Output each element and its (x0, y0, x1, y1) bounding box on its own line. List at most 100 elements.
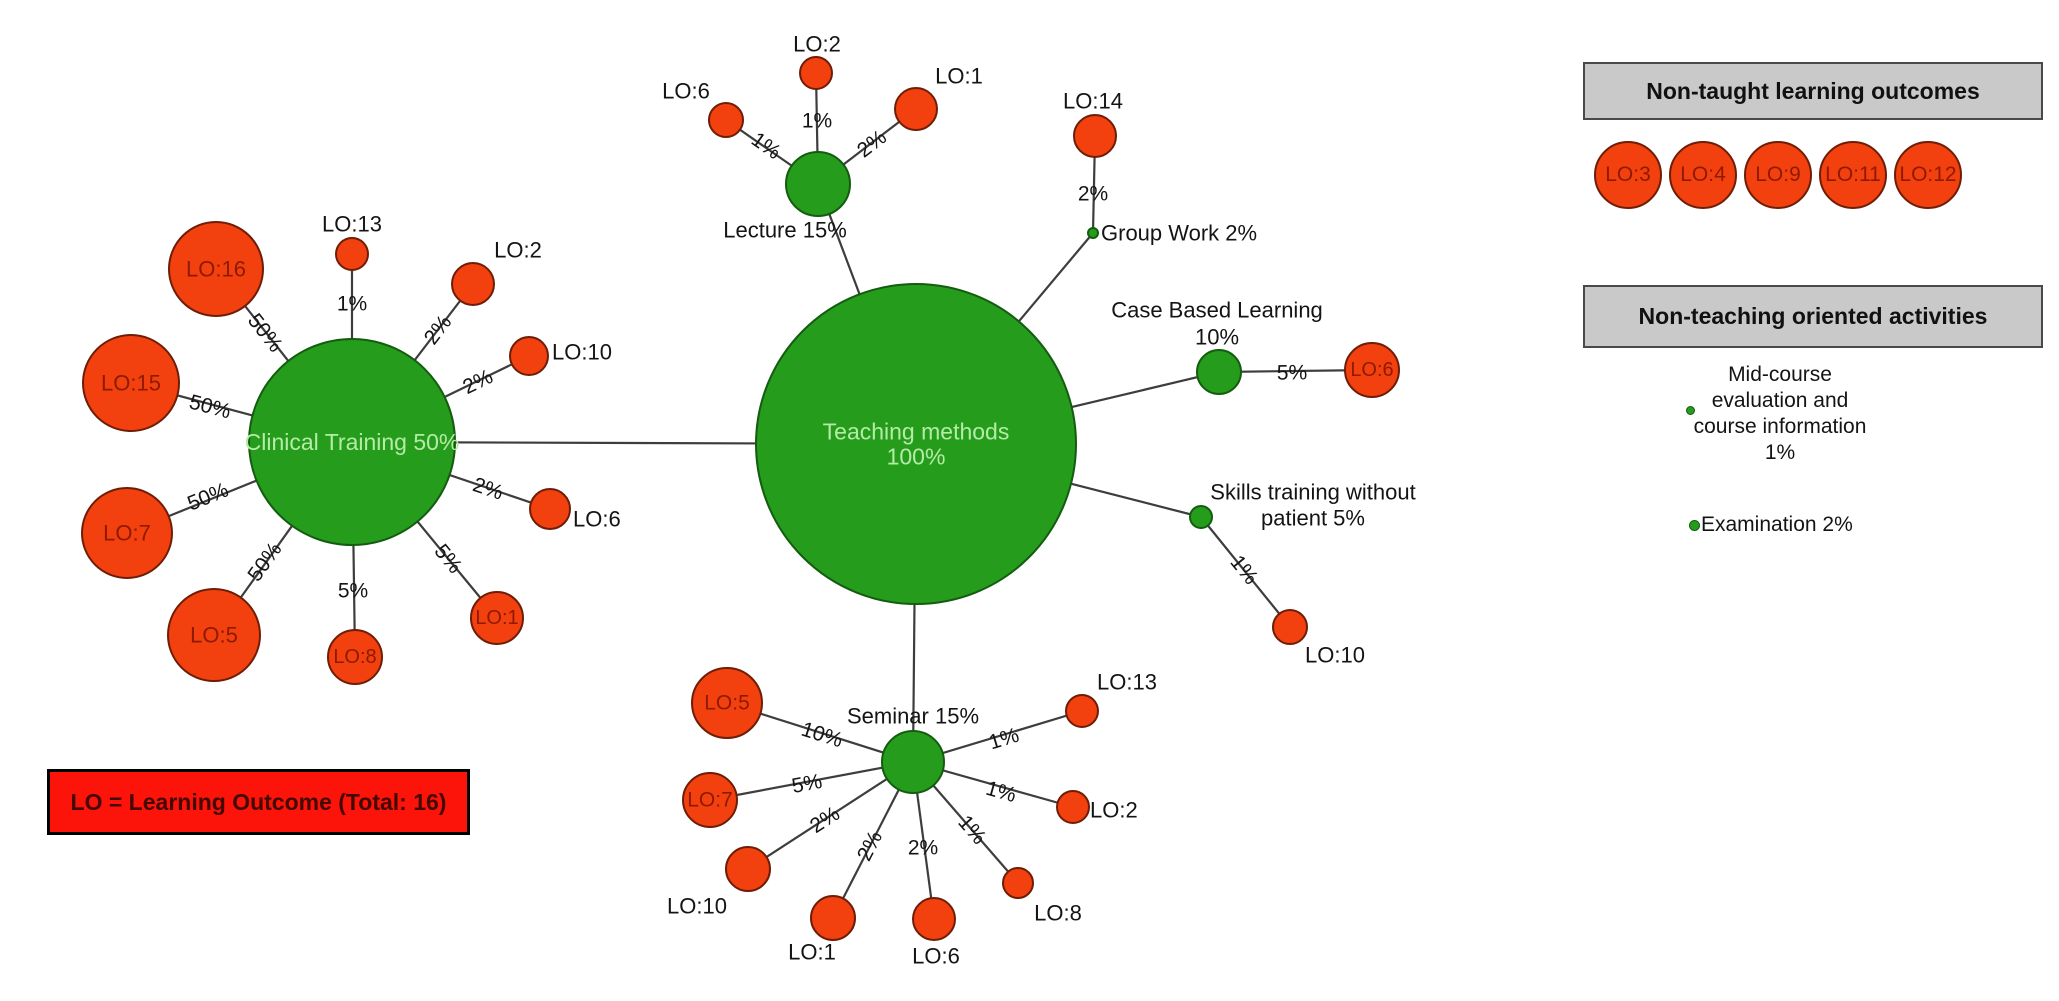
midcourse-line: 1% (1764, 441, 1796, 464)
label-se7: LO:7 (687, 789, 733, 812)
label-se2: LO:2 (1090, 798, 1138, 823)
node-groupwork (1087, 227, 1099, 239)
pct-clinical-c2: 2% (420, 311, 457, 349)
legend-lo-circle: LO:12 (1894, 141, 1962, 209)
pct-clinical-c10: 2% (459, 365, 496, 399)
label-cbl: Case Based Learning (1111, 298, 1323, 323)
pct-seminar-se8: 1% (953, 811, 990, 849)
pct-lecture-l2: 1% (802, 110, 832, 133)
node-c8 (327, 629, 383, 685)
node-skills (1189, 505, 1213, 529)
label-teaching: Teaching methods (823, 419, 1010, 445)
label-se5: LO:5 (704, 692, 750, 715)
pct-clinical-c13: 1% (337, 293, 367, 316)
node-c7 (81, 487, 173, 579)
non-teaching-header: Non-teaching oriented activities (1583, 285, 2043, 348)
label-c15: LO:15 (101, 371, 161, 396)
legend-lo-circle: LO:9 (1744, 141, 1812, 209)
non-taught-circle-row: LO:3 LO:4 LO:9 LO:11 LO:12 (1594, 141, 1962, 209)
node-l2 (799, 56, 833, 90)
pct-lecture-l6: 1% (747, 128, 785, 164)
label-se1: LO:1 (788, 940, 836, 965)
node-lecture (785, 151, 851, 217)
label-seminar: Seminar 15% (847, 704, 979, 729)
label-skills: Skills training without (1210, 480, 1415, 505)
label-c2: LO:2 (494, 238, 542, 263)
label-groupwork: Group Work 2% (1101, 221, 1257, 246)
node-c5 (167, 588, 261, 682)
label-cbl: 10% (1195, 325, 1239, 350)
label-s10: LO:10 (1305, 643, 1365, 668)
node-cbl (1196, 349, 1242, 395)
label-c5: LO:5 (190, 623, 238, 648)
label-l2: LO:2 (793, 32, 841, 57)
node-c6 (529, 488, 571, 530)
pct-seminar-se2: 1% (983, 777, 1018, 807)
label-c1: LO:1 (475, 607, 518, 629)
node-c1 (470, 591, 524, 645)
node-se13 (1065, 694, 1099, 728)
node-c13 (335, 237, 369, 271)
edge-skills-s10 (1200, 516, 1291, 628)
pct-groupwork-g14: 2% (1078, 183, 1108, 206)
edge-seminar-se7 (709, 760, 914, 802)
non-taught-header: Non-taught learning outcomes (1583, 62, 2043, 120)
node-se5 (691, 667, 763, 739)
node-l1 (894, 87, 938, 131)
pct-seminar-se7: 5% (790, 770, 824, 798)
node-se10 (725, 846, 771, 892)
node-c16 (168, 221, 264, 317)
examination-dot-icon (1689, 519, 1700, 531)
node-teaching (755, 283, 1077, 605)
pct-clinical-c8: 5% (338, 580, 368, 603)
label-c13: LO:13 (322, 212, 382, 237)
label-se13: LO:13 (1097, 670, 1157, 695)
label-c6: LO:6 (573, 507, 621, 532)
midcourse-line: evaluation and (1711, 389, 1849, 412)
label-se6: LO:6 (912, 944, 960, 969)
label-cb6: LO:6 (1350, 359, 1393, 381)
edge-seminar-se10 (747, 761, 914, 870)
pct-seminar-se6: 2% (908, 837, 938, 860)
legend-lo-circle: LO:3 (1594, 141, 1662, 209)
pct-seminar-se1: 2% (853, 827, 887, 865)
node-c10 (509, 336, 549, 376)
midcourse-dot-icon (1686, 406, 1695, 415)
node-se7 (682, 772, 738, 828)
node-se2 (1056, 790, 1090, 824)
pct-seminar-se10: 2% (806, 802, 844, 838)
pct-cbl-cb6: 5% (1277, 361, 1308, 384)
pct-clinical-c5: 50% (243, 538, 286, 586)
label-se10: LO:10 (667, 894, 727, 919)
label-skills: patient 5% (1261, 506, 1365, 531)
pct-seminar-se5: 10% (798, 718, 845, 753)
midcourse-label: Mid-course evaluation and course informa… (1655, 362, 1905, 466)
label-lecture: Lecture 15% (723, 218, 847, 243)
label-l1: LO:1 (935, 64, 983, 89)
node-seminar (881, 730, 945, 794)
node-se6 (912, 897, 956, 941)
node-s10 (1272, 609, 1308, 645)
pct-clinical-c15: 50% (187, 390, 234, 423)
label-se8: LO:8 (1034, 901, 1082, 926)
node-se1 (810, 895, 856, 941)
node-c15 (82, 334, 180, 432)
label-teaching: 100% (887, 444, 946, 470)
pct-clinical-c6: 2% (470, 473, 506, 505)
label-g14: LO:14 (1063, 89, 1123, 114)
label-c7: LO:7 (103, 521, 151, 546)
pct-skills-s10: 1% (1226, 551, 1263, 589)
node-se8 (1002, 867, 1034, 899)
label-c16: LO:16 (186, 257, 246, 282)
examination-item: Examination 2% (1689, 513, 1853, 537)
pct-clinical-c7: 50% (184, 478, 232, 515)
label-clinical: Clinical Training 50% (245, 429, 460, 455)
label-c10: LO:10 (552, 340, 612, 365)
label-c8: LO:8 (333, 646, 376, 668)
legend-lo-circle: LO:11 (1819, 141, 1887, 209)
pct-seminar-se13: 1% (986, 724, 1022, 755)
node-clinical (248, 338, 456, 546)
pct-clinical-c1: 5% (429, 540, 466, 578)
midcourse-line: course information (1693, 415, 1867, 438)
